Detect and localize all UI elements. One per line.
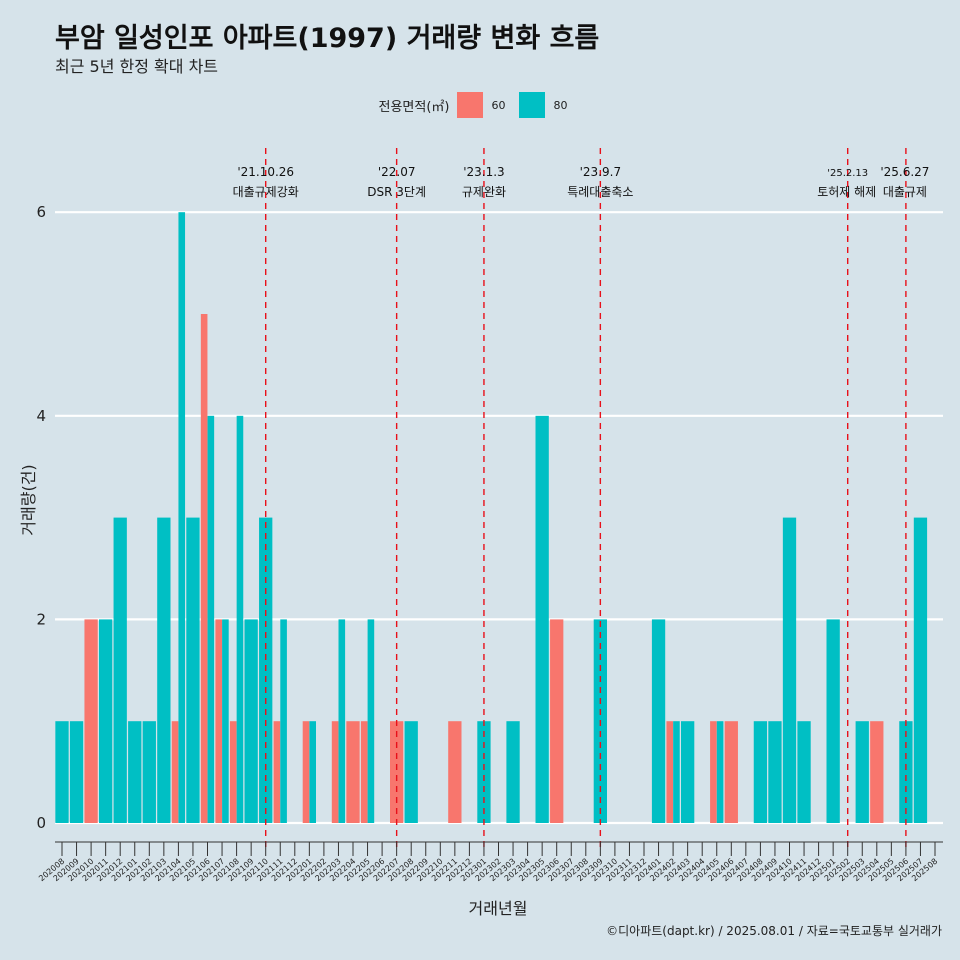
bar-80-202411: [797, 721, 811, 823]
event-date: '25.6.27: [880, 165, 929, 179]
event-label: 특례대출축소: [567, 185, 633, 199]
bar-60-202107: [215, 619, 222, 823]
legend: 전용면적(㎡) 60 80: [0, 92, 960, 118]
bar-80-202410: [782, 517, 797, 823]
bar-60-202405: [710, 721, 717, 823]
bar-60-202111: [273, 721, 281, 823]
chart-subtitle: 최근 5년 한정 확대 차트: [55, 57, 219, 76]
y-tick-label: 4: [36, 407, 46, 425]
bar-80-202507: [913, 517, 928, 823]
bar-80-202009: [69, 721, 84, 823]
chart-title: 부암 일성인포 아파트(1997) 거래량 변화 흐름: [55, 23, 600, 54]
bar-60-202205: [360, 721, 368, 823]
y-tick-label: 6: [36, 203, 46, 221]
y-tick-label: 2: [36, 610, 46, 628]
bar-80-202503: [855, 721, 869, 823]
source-caption: ©디아파트(dapt.kr) / 2025.08.01 / 자료=국토교통부 실…: [606, 924, 942, 938]
legend-swatch-60: [457, 92, 484, 118]
bar-80-202109: [244, 619, 258, 823]
event-label: DSR 3단계: [367, 185, 426, 199]
bar-60-202204: [346, 721, 360, 823]
event-date: '21.10.26: [237, 165, 294, 179]
bar-80-202012: [113, 517, 127, 823]
bar-80-202409: [768, 721, 782, 823]
bar-80-202201: [309, 721, 316, 823]
bar-80-202301: [477, 721, 491, 823]
y-axis-title: 거래량(건): [19, 464, 38, 535]
event-label: 대출규제강화: [233, 185, 299, 199]
legend-label-80: 80: [553, 98, 568, 112]
bar-80-202205: [367, 619, 375, 823]
bar-80-202402: [673, 721, 680, 823]
bar-80-202401: [651, 619, 666, 823]
bar-80-202108: [236, 415, 244, 823]
legend-title: 전용면적(㎡): [378, 99, 450, 115]
event-date: '25.2.13: [827, 168, 868, 179]
bar-80-202208: [404, 721, 418, 823]
y-tick-label: 0: [36, 814, 46, 832]
bar-60-202406: [724, 721, 738, 823]
bar-80-202008: [55, 721, 69, 823]
bar-80-202105: [186, 517, 200, 823]
event-date: '23.1.3: [463, 165, 504, 179]
bar-80-202106: [207, 415, 215, 823]
bar-80-202107: [222, 619, 229, 823]
bar-80-202103: [157, 517, 171, 823]
bar-80-202303: [506, 721, 520, 823]
bar-60-202108: [229, 721, 237, 823]
bar-80-202403: [681, 721, 695, 823]
bar-80-202408: [753, 721, 768, 823]
bar-60-202104: [171, 721, 179, 823]
bar-60-202306: [550, 619, 564, 823]
bar-80-202111: [280, 619, 287, 823]
bar-80-202501: [826, 619, 840, 823]
bar-60-202504: [870, 721, 884, 823]
bar-60-202201: [302, 721, 310, 823]
bars: [55, 212, 928, 823]
legend-swatch-80: [519, 92, 546, 118]
event-date: '23.9.7: [580, 165, 621, 179]
bar-80-202102: [142, 721, 156, 823]
bar-60-202203: [331, 721, 339, 823]
bar-60-202211: [448, 721, 462, 823]
bar-60-202010: [84, 619, 98, 823]
bar-80-202011: [99, 619, 113, 823]
event-lines: '21.10.26 대출규제강화 '22.07 DSR 3단계 '23.1.3 규제완화 '…: [233, 148, 929, 852]
event-label: 규제완화: [462, 185, 506, 199]
bar-60-202402: [666, 721, 674, 823]
legend-label-60: 60: [491, 98, 506, 112]
bar-80-202305: [535, 415, 549, 823]
event-label: 대출규제: [883, 185, 927, 199]
bar-80-202203: [338, 619, 346, 823]
event-date: '22.07: [378, 165, 416, 179]
bar-60-202106: [200, 314, 208, 823]
event-label: 토허제 해제: [817, 185, 876, 199]
bar-60-202207: [390, 721, 404, 823]
bar-80-202104: [178, 212, 186, 823]
bar-80-202405: [716, 721, 724, 823]
x-axis-title: 거래년월: [469, 899, 528, 918]
bar-80-202101: [128, 721, 142, 823]
bar-80-202506: [899, 721, 913, 823]
